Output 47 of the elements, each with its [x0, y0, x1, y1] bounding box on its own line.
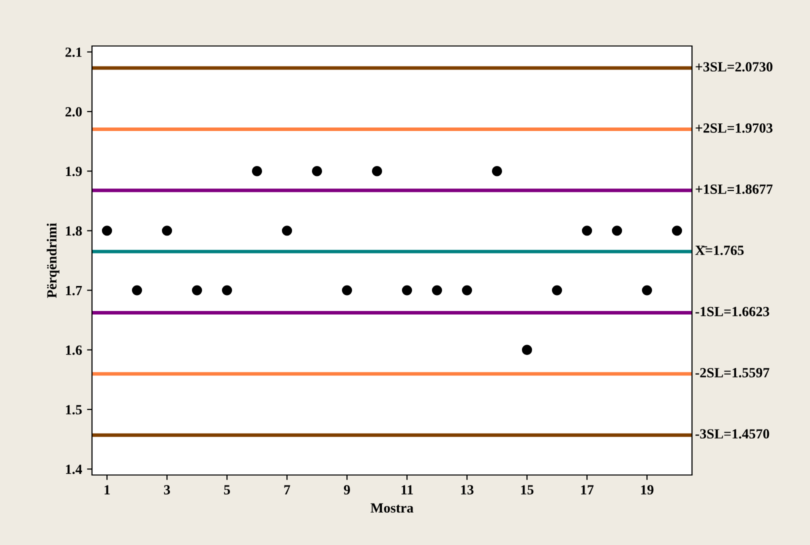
point	[492, 166, 502, 176]
point	[252, 166, 262, 176]
point	[132, 285, 142, 296]
y-tick-label: 1.9	[66, 166, 82, 176]
point	[432, 285, 442, 296]
x-tick-label: 17	[581, 485, 594, 494]
y-tick-label: 1.5	[66, 405, 82, 414]
y-tick-label: 1.6	[66, 345, 82, 355]
y-tick-label: 1.8	[66, 226, 82, 236]
ref-line-label: -3SL=1.4570	[696, 429, 770, 439]
x-tick-label: 1	[104, 485, 110, 494]
point	[342, 285, 352, 296]
y-tick-label: 2.1	[66, 48, 82, 57]
ref-line-label: -2SL=1.5597	[696, 368, 770, 378]
y-axis-title: Përqëndrimi	[46, 223, 60, 298]
point	[612, 226, 622, 236]
point	[372, 166, 382, 176]
point	[402, 285, 412, 296]
y-tick-label: 1.4	[66, 464, 82, 474]
ref-line-label: -1SL=1.6623	[696, 306, 770, 316]
x-tick-label: 7	[284, 485, 290, 494]
x-tick-label: 9	[344, 485, 350, 494]
x-tick-label: 11	[402, 485, 413, 494]
point	[522, 344, 532, 355]
point	[282, 226, 292, 236]
x-tick-label: 15	[521, 485, 534, 494]
point	[222, 285, 232, 296]
point	[642, 285, 652, 296]
point	[192, 285, 202, 296]
point	[102, 226, 112, 236]
point	[582, 226, 592, 236]
ref-line-label: +1SL=1.8677	[696, 184, 773, 194]
point	[552, 285, 562, 296]
y-tick-label: 1.7	[66, 286, 82, 296]
ref-line-label: X̄=1.765	[695, 246, 744, 256]
point	[672, 226, 682, 236]
x-tick-label: 3	[164, 485, 170, 494]
x-tick-label: 5	[224, 485, 230, 494]
ref-line-label: +3SL=2.0730	[696, 62, 772, 72]
point	[162, 226, 172, 236]
point	[462, 285, 472, 296]
x-tick-label: 13	[461, 485, 474, 494]
y-tick-label: 2.0	[66, 107, 82, 117]
point	[312, 166, 322, 176]
x-tick-label: 19	[641, 485, 654, 494]
x-axis-title: Mostra	[370, 503, 414, 513]
ref-line-label: +2SL=1.9703	[696, 123, 772, 133]
